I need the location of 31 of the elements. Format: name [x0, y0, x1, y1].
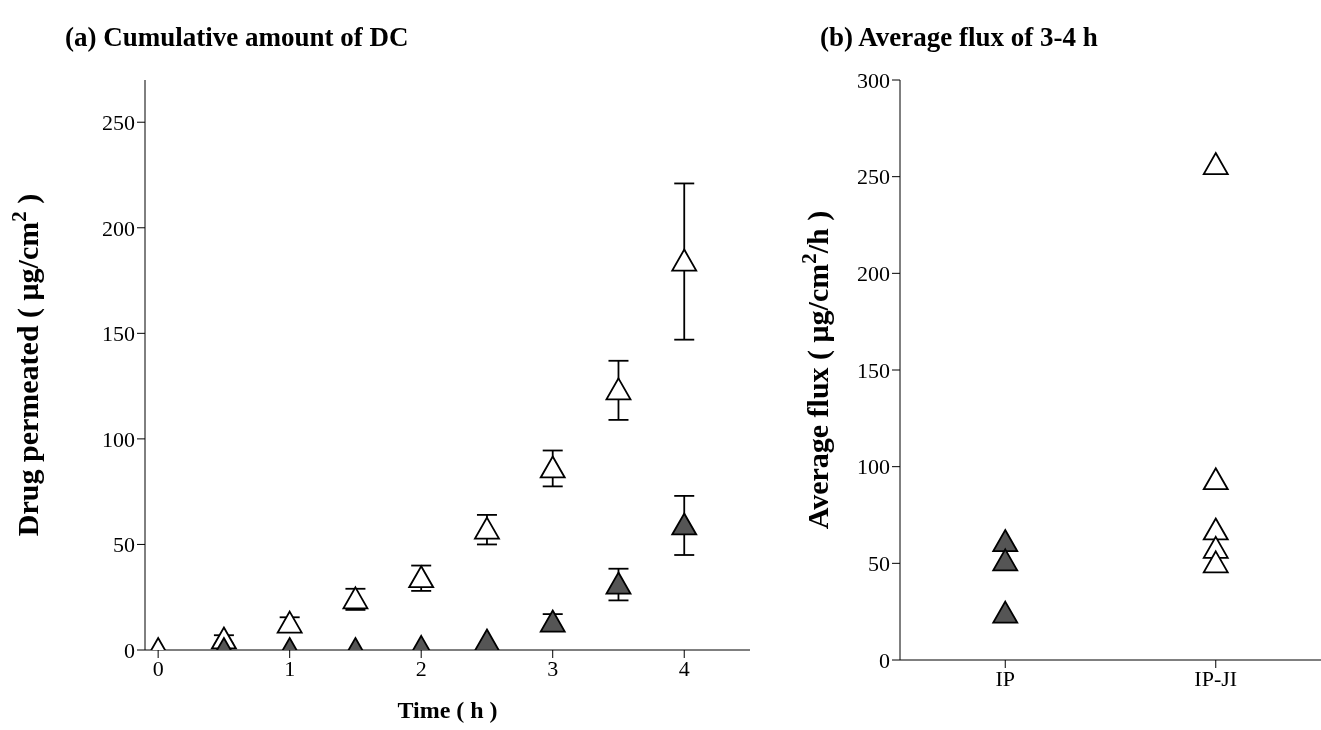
point — [671, 512, 698, 536]
point — [539, 609, 566, 633]
y-tick-label: 0 — [124, 637, 135, 663]
point — [605, 377, 632, 401]
y-tick-label: 50 — [868, 551, 890, 577]
x-tick-label: 3 — [547, 655, 559, 681]
y-tick-label: 100 — [102, 426, 135, 452]
x-tick-label: IP — [995, 665, 1016, 691]
x-axis-title: Time ( h ) — [397, 697, 498, 723]
chart-title: (a) Cumulative amount of DC — [65, 22, 409, 53]
x-tick-label: 1 — [284, 655, 296, 681]
y-tick-label: 50 — [113, 532, 135, 558]
point — [474, 516, 500, 540]
point — [539, 455, 566, 479]
y-tick-label: 150 — [102, 321, 135, 347]
chart-title: (b) Average flux of 3-4 h — [820, 22, 1098, 53]
y-tick-label: 150 — [857, 357, 890, 383]
y-tick-label: 200 — [857, 261, 890, 287]
x-tick-label: 4 — [678, 655, 690, 681]
y-tick-label: 250 — [102, 110, 135, 136]
point — [671, 248, 698, 272]
point — [276, 610, 303, 634]
x-tick-label: 0 — [152, 655, 164, 681]
point — [605, 571, 632, 595]
x-tick-label: 2 — [415, 655, 427, 681]
x-tick-label: IP-JI — [1194, 665, 1238, 691]
y-tick-label: 300 — [857, 67, 890, 93]
y-tick-label: 200 — [102, 215, 135, 241]
y-tick-label: 100 — [857, 454, 890, 480]
y-tick-label: 250 — [857, 164, 890, 190]
point — [474, 628, 500, 650]
